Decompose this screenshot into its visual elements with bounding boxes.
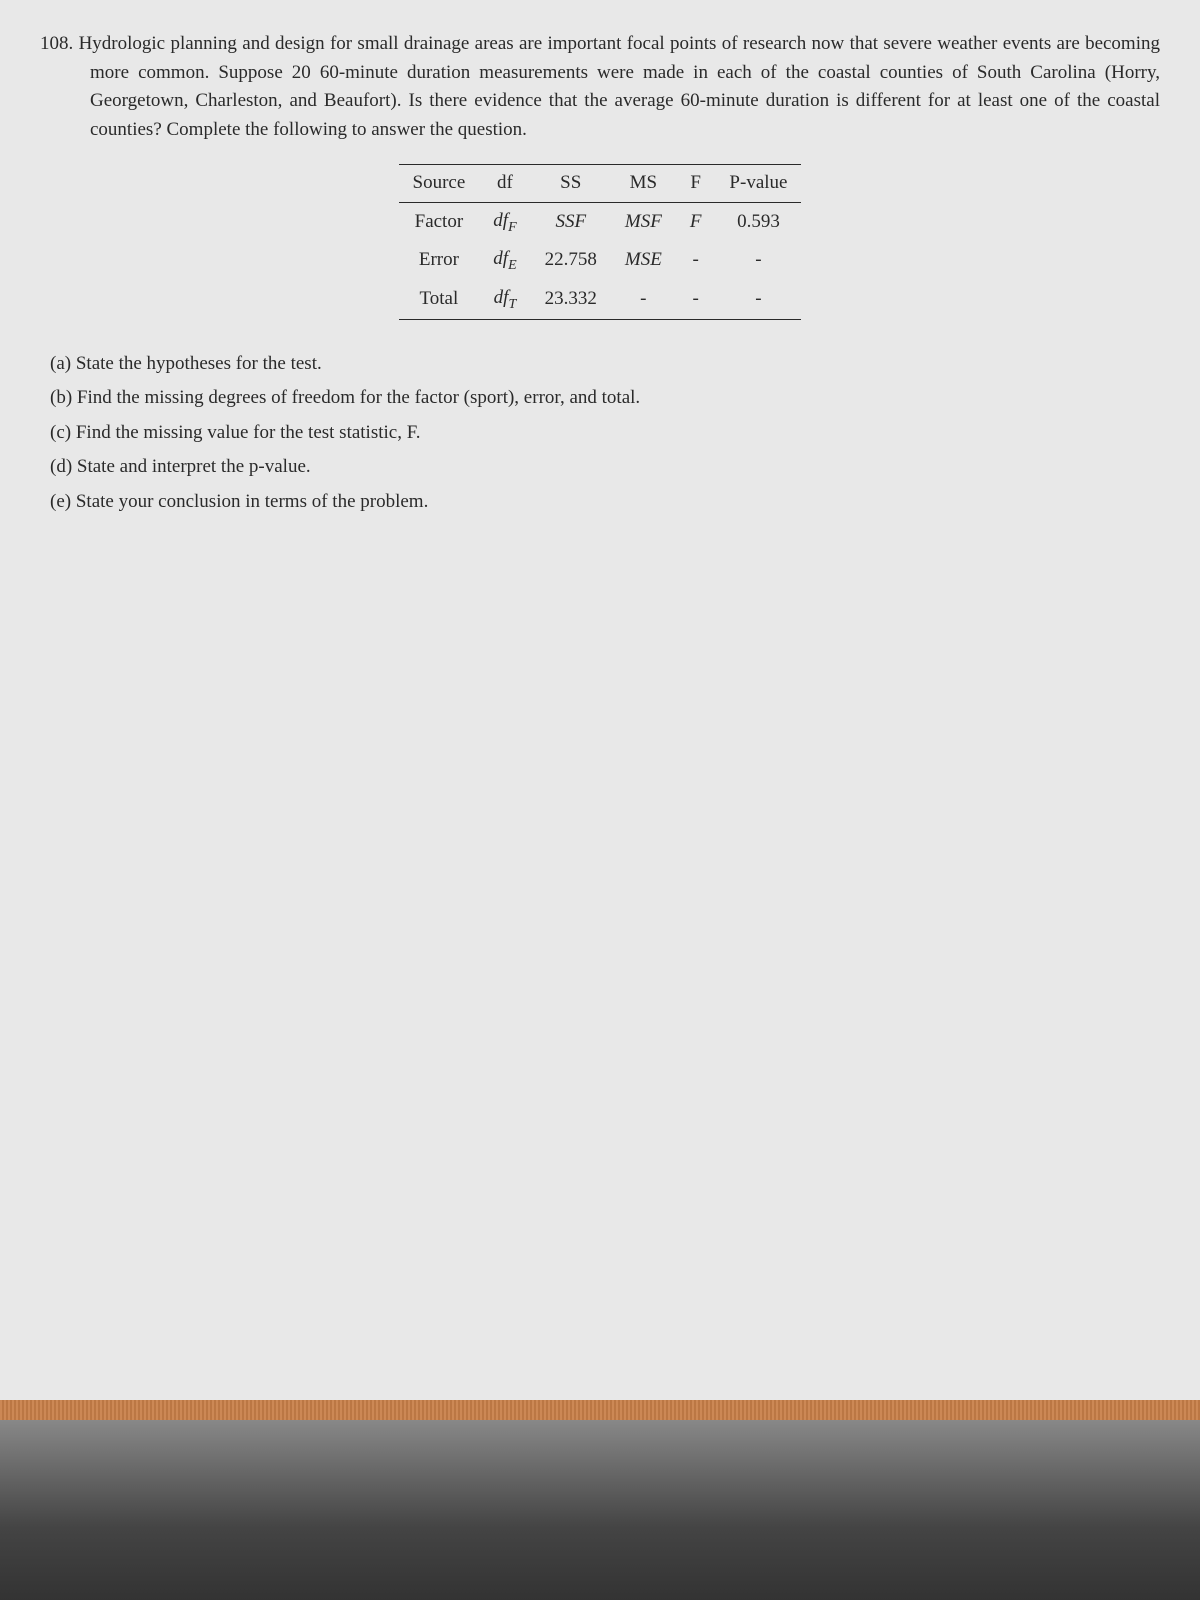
page-edge-decoration: [0, 1400, 1200, 1420]
question-label: (b): [50, 387, 72, 408]
questions-list: (a) State the hypotheses for the test. (…: [40, 350, 1160, 517]
cell-ss: 22.758: [531, 241, 611, 280]
cell-f: F: [676, 202, 716, 241]
bottom-edge-decoration: [0, 1420, 1200, 1600]
cell-f: -: [676, 280, 716, 319]
header-ms: MS: [611, 165, 676, 203]
cell-df: dfT: [479, 280, 530, 319]
question-label: (a): [50, 353, 71, 374]
cell-ms: MSF: [611, 202, 676, 241]
cell-pvalue: 0.593: [715, 202, 801, 241]
cell-ss: 23.332: [531, 280, 611, 319]
question-text: State your conclusion in terms of the pr…: [76, 491, 428, 512]
anova-table: Source df SS MS F P-value Factor dfF SSF…: [399, 164, 802, 320]
question-c: (c) Find the missing value for the test …: [50, 419, 1160, 448]
problem-statement: 108. Hydrologic planning and design for …: [40, 30, 1160, 144]
question-b: (b) Find the missing degrees of freedom …: [50, 384, 1160, 413]
header-df: df: [479, 165, 530, 203]
question-text: State and interpret the p-value.: [77, 456, 311, 477]
cell-ms: MSE: [611, 241, 676, 280]
header-f: F: [676, 165, 716, 203]
header-ss: SS: [531, 165, 611, 203]
header-pvalue: P-value: [715, 165, 801, 203]
table-row: Error dfE 22.758 MSE - -: [399, 241, 802, 280]
cell-ms: -: [611, 280, 676, 319]
question-text: Find the missing degrees of freedom for …: [77, 387, 640, 408]
question-a: (a) State the hypotheses for the test.: [50, 350, 1160, 379]
cell-source: Error: [399, 241, 480, 280]
question-e: (e) State your conclusion in terms of th…: [50, 488, 1160, 517]
question-label: (d): [50, 456, 72, 477]
question-text: State the hypotheses for the test.: [76, 353, 322, 374]
table-row: Total dfT 23.332 - - -: [399, 280, 802, 319]
problem-number: 108.: [40, 33, 73, 54]
cell-df: dfF: [479, 202, 530, 241]
question-label: (e): [50, 491, 71, 512]
cell-ss: SSF: [531, 202, 611, 241]
cell-f: -: [676, 241, 716, 280]
cell-source: Total: [399, 280, 480, 319]
question-d: (d) State and interpret the p-value.: [50, 453, 1160, 482]
header-source: Source: [399, 165, 480, 203]
cell-df: dfE: [479, 241, 530, 280]
table-row: Factor dfF SSF MSF F 0.593: [399, 202, 802, 241]
cell-pvalue: -: [715, 280, 801, 319]
cell-source: Factor: [399, 202, 480, 241]
table-header-row: Source df SS MS F P-value: [399, 165, 802, 203]
question-text: Find the missing value for the test stat…: [76, 422, 421, 443]
cell-pvalue: -: [715, 241, 801, 280]
question-label: (c): [50, 422, 71, 443]
problem-body: Hydrologic planning and design for small…: [79, 33, 1160, 140]
